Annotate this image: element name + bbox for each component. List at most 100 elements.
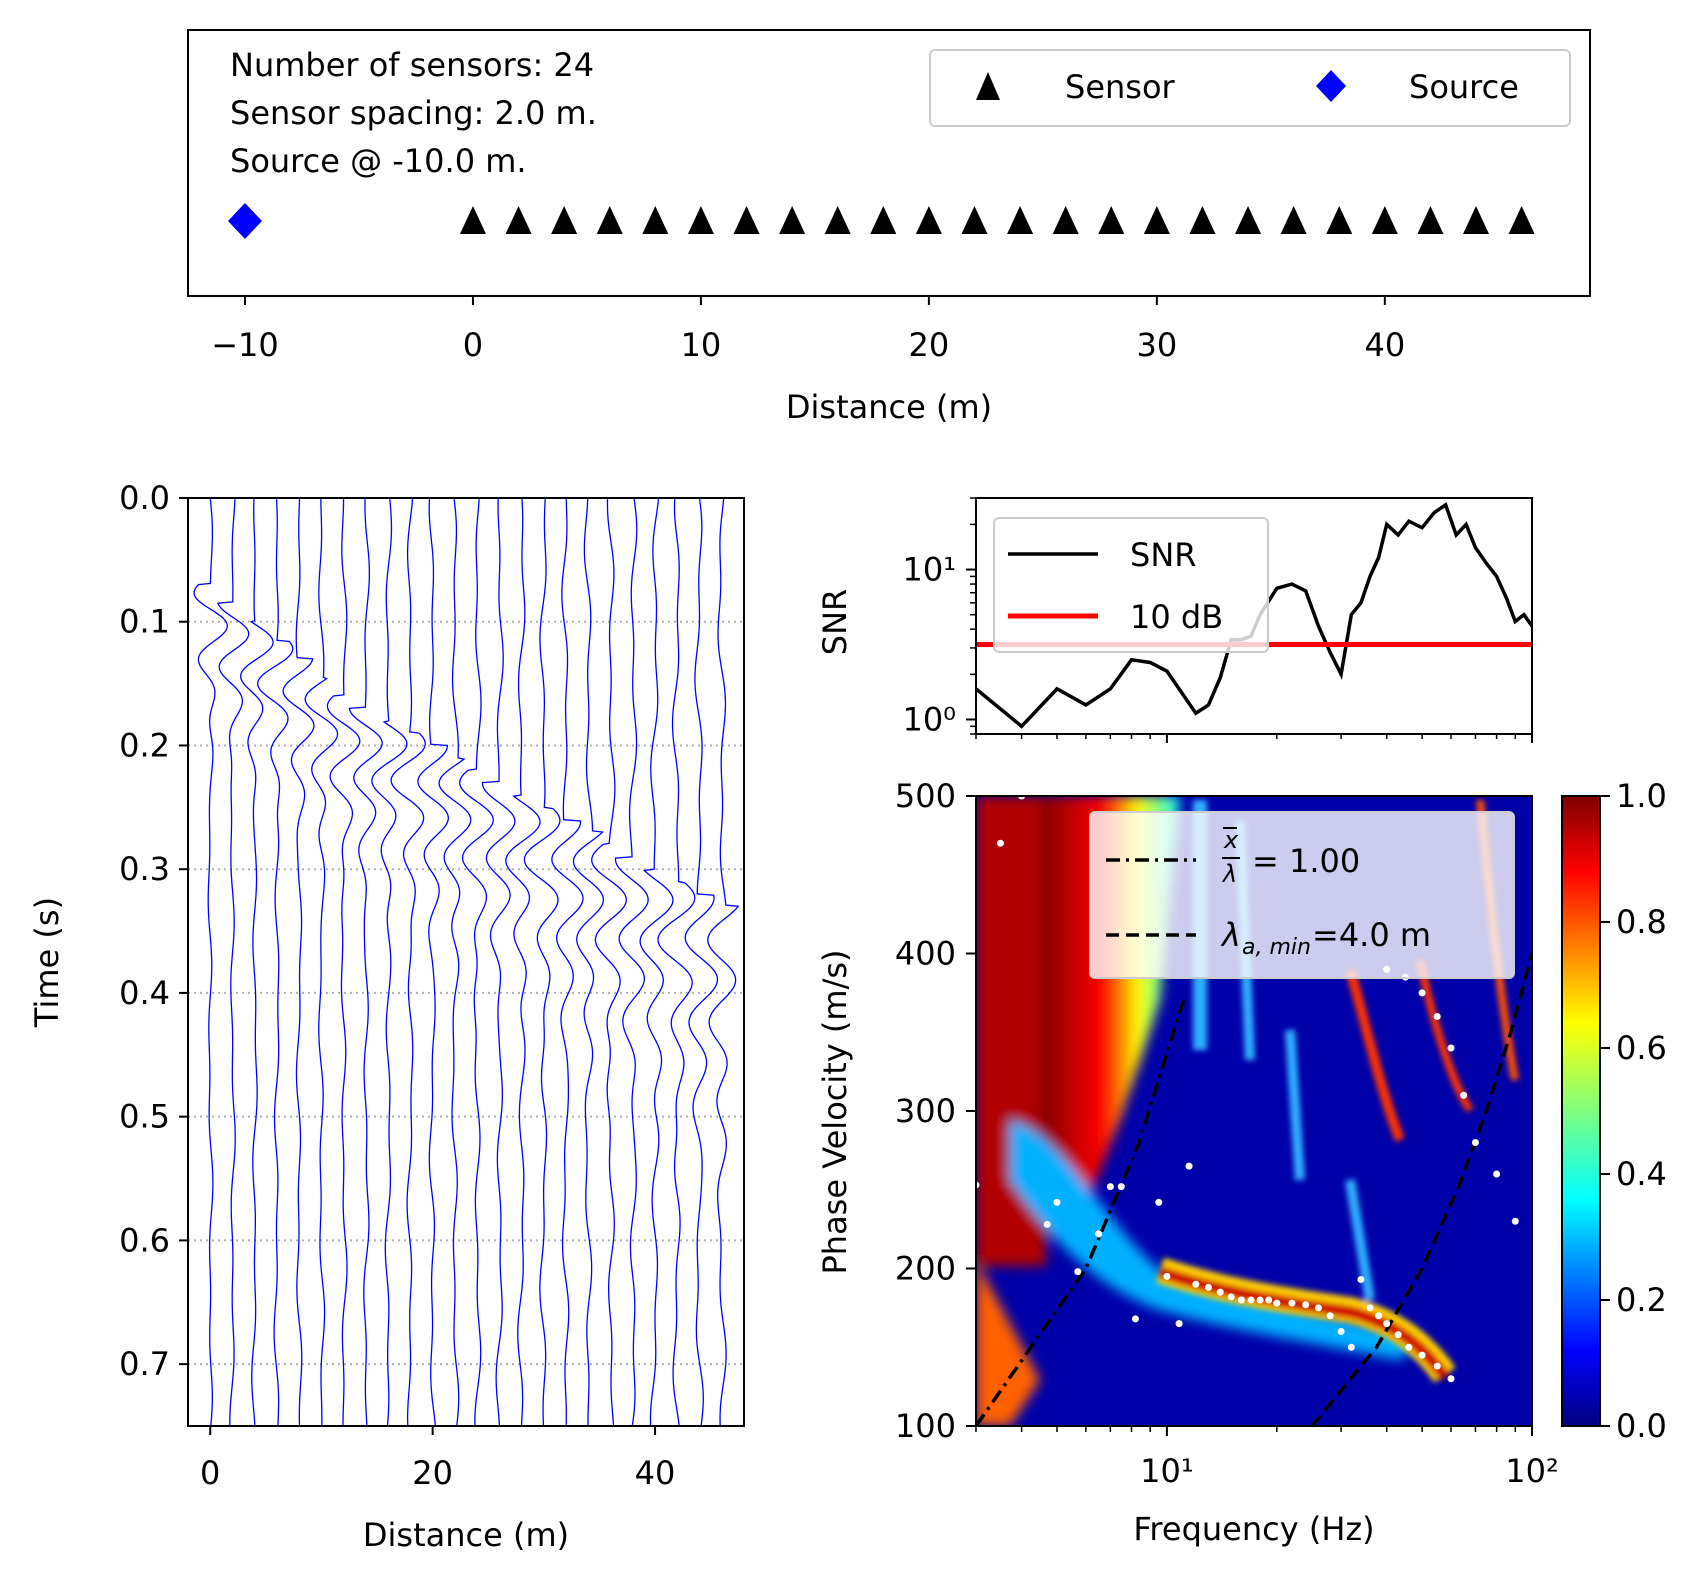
traces-y-tick-label: 0.3 bbox=[119, 850, 170, 888]
sensor-marker bbox=[1280, 206, 1307, 234]
legend-source-label: Source bbox=[1409, 68, 1519, 106]
array-x-label: Distance (m) bbox=[786, 388, 992, 426]
traces-x-tick-label: 20 bbox=[412, 1454, 453, 1492]
array-x-tick-label: −10 bbox=[211, 326, 279, 364]
pick-point bbox=[996, 839, 1004, 847]
heatmap-y-ticks: 100 200 300 400 500 bbox=[895, 777, 976, 1445]
traces-y-tick-label: 0.5 bbox=[119, 1098, 170, 1136]
legend-sensor-label: Sensor bbox=[1065, 68, 1176, 106]
heatmap-x-tick-label: 10² bbox=[1505, 1452, 1559, 1490]
sensor-marker bbox=[733, 206, 760, 234]
pick-point bbox=[1433, 1013, 1441, 1020]
traces-x-tick-label: 0 bbox=[200, 1454, 220, 1492]
legend-10db-label: 10 dB bbox=[1130, 598, 1223, 636]
trace-line bbox=[417, 498, 449, 1426]
array-annotation-2: Sensor spacing: 2.0 m. bbox=[230, 94, 597, 132]
pick-point bbox=[1237, 1296, 1245, 1304]
traces-plot-frame bbox=[187, 497, 745, 1427]
heatmap-y-tick-label: 400 bbox=[895, 935, 956, 973]
dispersion-panel: 100 200 300 400 500 10¹ 10² Frequency (Hz) Ph… bbox=[816, 777, 1667, 1548]
sensor-marker bbox=[1098, 206, 1125, 234]
array-x-tick-label: 40 bbox=[1364, 326, 1405, 364]
heatmap-x-ticks: 10¹ 10² bbox=[975, 1426, 1559, 1490]
pick-point bbox=[1357, 1276, 1365, 1284]
heatmap-y-tick-label: 300 bbox=[895, 1092, 956, 1130]
pick-point bbox=[1314, 1304, 1322, 1312]
trace-line bbox=[523, 498, 561, 1426]
legend-lambda-min-value: =4.0 m bbox=[1312, 916, 1431, 954]
legend-sensor-marker bbox=[976, 72, 1000, 100]
pick-point bbox=[1095, 1230, 1103, 1238]
heatmap-higher-mode-1 bbox=[1345, 968, 1405, 1142]
colorbar-tick-label: 0.8 bbox=[1616, 903, 1667, 941]
array-x-tick-label: 20 bbox=[909, 326, 950, 364]
traces-x-tick-label: 40 bbox=[635, 1454, 676, 1492]
snr-y-tick-label: 10⁰ bbox=[902, 700, 956, 738]
trace-line bbox=[216, 498, 250, 1426]
trace-line bbox=[459, 498, 494, 1426]
traces-y-tick-label: 0.7 bbox=[119, 1345, 170, 1383]
trace-gridlines bbox=[188, 620, 744, 1366]
pick-point bbox=[1383, 1320, 1391, 1328]
pick-point bbox=[1106, 1183, 1114, 1191]
snr-line bbox=[976, 502, 1532, 729]
heatmap-y-label: Phase Velocity (m/s) bbox=[816, 949, 854, 1274]
traces-y-label: Time (s) bbox=[28, 897, 66, 1028]
sensor-marker bbox=[1235, 206, 1262, 234]
pick-point bbox=[1155, 1198, 1163, 1206]
legend-array-ratio-value: = 1.00 bbox=[1252, 842, 1360, 880]
pick-point bbox=[1511, 1217, 1519, 1225]
pick-point bbox=[1418, 1351, 1426, 1359]
sensor-marker bbox=[642, 206, 669, 234]
trace-line bbox=[390, 498, 426, 1426]
sensor-marker bbox=[1508, 206, 1535, 234]
heatmap-curves bbox=[976, 953, 1532, 1426]
pick-point bbox=[1447, 1375, 1455, 1383]
pick-point bbox=[1175, 1320, 1183, 1328]
pick-point bbox=[1302, 1301, 1310, 1309]
traces-y-tick-label: 0.1 bbox=[119, 603, 170, 641]
colorbar-tick-label: 0.6 bbox=[1616, 1029, 1667, 1067]
trace-line bbox=[304, 498, 339, 1426]
snr-y-tick-label: 10¹ bbox=[902, 551, 956, 589]
sensor-marker bbox=[1326, 206, 1353, 234]
trace-line bbox=[684, 498, 719, 1426]
traces-y-tick-label: 0.4 bbox=[119, 974, 170, 1012]
legend-source-marker bbox=[1316, 70, 1346, 102]
pick-point bbox=[1394, 1331, 1402, 1339]
legend-array-ratio-x: x bbox=[1223, 826, 1239, 854]
pick-point bbox=[1418, 989, 1426, 997]
colorbar-tick-label: 0.2 bbox=[1616, 1281, 1667, 1319]
heatmap-side-lobe-3 bbox=[1285, 1029, 1305, 1181]
snr-x-minor-ticks bbox=[975, 734, 1533, 743]
heatmap-x-label: Frequency (Hz) bbox=[1133, 1510, 1374, 1548]
traces-y-tick-label: 0.6 bbox=[119, 1221, 170, 1259]
sensor-marker bbox=[824, 206, 851, 234]
sensor-marker bbox=[1189, 206, 1216, 234]
pick-point bbox=[1471, 1139, 1479, 1146]
colorbar-tick-label: 1.0 bbox=[1616, 777, 1667, 815]
pick-point bbox=[1074, 1268, 1082, 1276]
trace-line bbox=[572, 498, 604, 1426]
trace-line bbox=[657, 498, 696, 1426]
source-marker bbox=[227, 203, 262, 239]
colorbar: 0.0 0.2 0.4 0.6 0.8 1.0 bbox=[1561, 777, 1667, 1445]
heatmap-y-tick-label: 500 bbox=[895, 777, 956, 815]
array-ratio-curve bbox=[976, 1000, 1186, 1426]
pick-point bbox=[1256, 1296, 1264, 1304]
array-plot-frame bbox=[187, 29, 1591, 297]
trace-line bbox=[193, 498, 228, 1426]
sensor-marker bbox=[779, 206, 806, 234]
pick-point bbox=[1227, 1293, 1235, 1301]
pick-point bbox=[1185, 1162, 1193, 1170]
sensor-marker bbox=[596, 206, 623, 234]
legend-lambda-min-label: λ a, min =4.0 m bbox=[1220, 916, 1431, 960]
sensor-marker bbox=[915, 206, 942, 234]
trace-line bbox=[505, 498, 541, 1426]
trace-line bbox=[438, 498, 472, 1426]
pick-point bbox=[1460, 1091, 1468, 1099]
heatmap-fundamental-band bbox=[1010, 1120, 1420, 1360]
traces-x-ticks: 0 20 40 bbox=[200, 1426, 675, 1492]
array-annotation-1: Number of sensors: 24 bbox=[230, 46, 594, 84]
